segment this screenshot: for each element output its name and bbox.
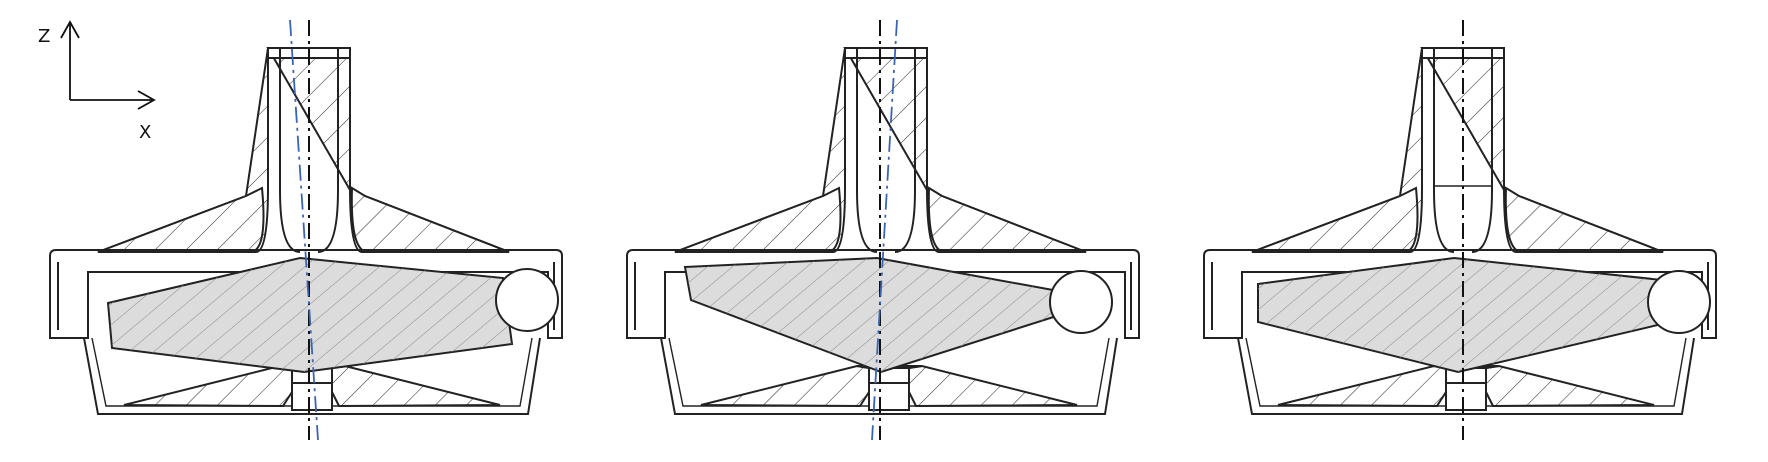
x-axis-label: X <box>139 122 151 143</box>
bottom-pivot <box>291 382 333 411</box>
ball-bearing <box>495 268 559 332</box>
housing-lower-cone <box>700 364 1078 411</box>
axis-indicator: Z X <box>38 20 156 143</box>
ball-bearing <box>1647 270 1711 334</box>
housing-lower-cone <box>123 364 501 411</box>
housing-upper-cone <box>97 186 265 253</box>
panel-left <box>49 19 563 441</box>
ball-bearing <box>1049 270 1113 334</box>
housing-lower <box>83 337 541 415</box>
z-axis-label: Z <box>38 26 50 47</box>
housing-upper <box>1251 47 1664 253</box>
rotor-right <box>1257 256 1663 374</box>
panel-middle <box>626 19 1140 441</box>
z-axis-arrowhead <box>60 20 80 39</box>
housing-lower-cone <box>1277 364 1655 411</box>
tilt-axis <box>289 19 319 441</box>
housing-upper <box>97 47 510 253</box>
x-axis-arrowhead <box>137 90 156 110</box>
rotor-middle <box>683 256 1065 374</box>
panel-right <box>1203 20 1717 440</box>
tilt-axis <box>871 19 898 441</box>
